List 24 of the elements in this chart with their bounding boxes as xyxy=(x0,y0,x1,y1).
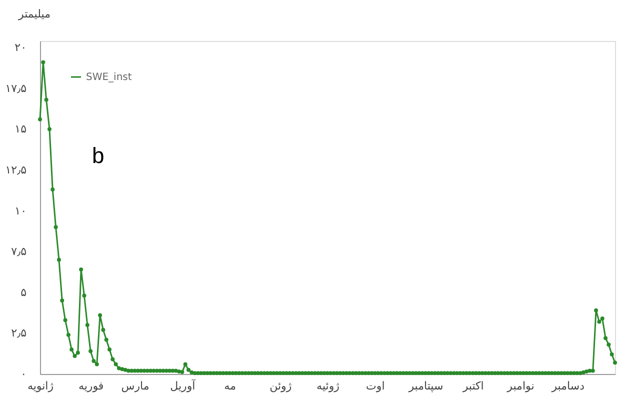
y-tick-label: ۱۲٫۵ xyxy=(5,163,27,176)
x-tick-label: فوریه xyxy=(78,380,104,392)
y-tick-label: ۱۷٫۵ xyxy=(5,82,27,95)
y-tick-label: ۱۰ xyxy=(14,204,26,218)
x-tick-label: آوریل xyxy=(170,378,196,392)
y-tick-label: ۲۰ xyxy=(14,41,26,54)
y-tick-label: ۰ xyxy=(20,368,26,380)
legend-label: SWE_inst xyxy=(86,72,132,83)
annotation: b xyxy=(92,143,104,168)
x-tick-label: ژوئن xyxy=(270,380,292,392)
x-tick-label: ژوئیه xyxy=(316,380,340,392)
x-tick-label: مه xyxy=(224,380,236,392)
y-axis-title: میلیمتر xyxy=(18,8,51,20)
x-tick-label: سپتامبر xyxy=(408,380,444,392)
x-tick-label: ژانویه xyxy=(27,380,54,392)
y-tick-label: ۲٫۵ xyxy=(11,326,27,340)
x-tick-label: مارس xyxy=(121,380,150,392)
y-tick-label: ۷٫۵ xyxy=(11,245,27,258)
x-tick-label: اکتبر xyxy=(462,380,484,392)
x-tick-label: دسامبر xyxy=(550,380,585,392)
x-tick-label: اوت xyxy=(366,380,385,392)
y-tick-label: ۵ xyxy=(20,286,27,299)
y-tick-label: ۱۵ xyxy=(14,122,27,136)
x-tick-label: نوامبر xyxy=(506,380,534,392)
